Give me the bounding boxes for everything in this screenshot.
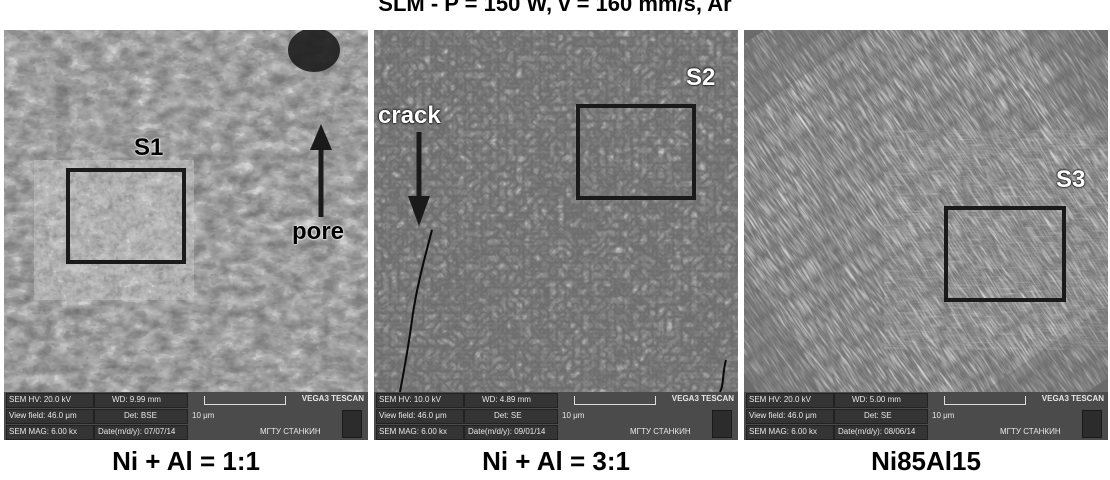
sem-databar-3: SEM HV: 20.0 kV WD: 5.00 mm VEGA3 TESCAN… (744, 392, 1108, 440)
brand-label: VEGA3 TESCAN (302, 394, 364, 403)
crack-label: crack (378, 102, 441, 130)
date-value: Date(m/d/y): 09/01/14 (468, 426, 545, 438)
scale-ruler (204, 396, 286, 405)
wd-value: WD: 5.00 mm (852, 394, 901, 406)
view-field-value: View field: 46.0 μm (749, 410, 817, 422)
date-value: Date(m/d/y): 08/06/14 (838, 426, 915, 438)
brand-label: VEGA3 TESCAN (672, 394, 734, 403)
lab-label: МГТУ СТАНКИН (630, 426, 691, 438)
figure-title: SLM - P = 150 W, v = 160 mm/s, Ar (0, 0, 1110, 21)
caption-panel-2: Ni + Al = 3:1 (374, 446, 738, 477)
region-box-s2 (576, 104, 696, 200)
hv-value: SEM HV: 10.0 kV (379, 394, 441, 406)
scale-ruler (944, 396, 1026, 405)
caption-panel-1: Ni + Al = 1:1 (4, 446, 368, 477)
detector-value: Det: SE (494, 410, 522, 422)
scale-value: 10 μm (932, 410, 954, 422)
region-box-s3 (944, 206, 1066, 302)
scale-value: 10 μm (562, 410, 584, 422)
region-label-s2: S2 (686, 64, 715, 92)
detector-value: Det: SE (864, 410, 892, 422)
view-field-value: View field: 46.0 μm (9, 410, 77, 422)
wd-value: WD: 9.99 mm (112, 394, 161, 406)
crack-arrow-icon (404, 130, 434, 230)
sem-panel-3: S3 SEM HV: 20.0 kV WD: 5.00 mm VEGA3 TES… (744, 30, 1108, 440)
caption-panel-3: Ni85Al15 (744, 446, 1108, 477)
sem-databar-2: SEM HV: 10.0 kV WD: 4.89 mm VEGA3 TESCAN… (374, 392, 738, 440)
sem-panel-2: S2 crack SEM HV: 10.0 kV WD: 4.89 mm VEG… (374, 30, 738, 440)
wd-value: WD: 4.89 mm (482, 394, 531, 406)
sem-databar-1: SEM HV: 20.0 kV WD: 9.99 mm VEGA3 TESCAN… (4, 392, 368, 440)
view-field-value: View field: 46.0 μm (379, 410, 447, 422)
pore-arrow-icon (306, 122, 336, 222)
magnification-value: SEM MAG: 6.00 kx (749, 426, 817, 438)
magnification-value: SEM MAG: 6.00 kx (9, 426, 77, 438)
logo-icon (1082, 410, 1102, 438)
pore-label: pore (292, 218, 344, 246)
sem-panel-1: S1 pore SEM HV: 20.0 kV WD: 9.99 mm VEGA… (4, 30, 368, 440)
scale-ruler (574, 396, 656, 405)
region-label-s1: S1 (134, 134, 163, 162)
logo-icon (342, 410, 362, 438)
scale-value: 10 μm (192, 410, 214, 422)
detector-value: Det: BSE (124, 410, 157, 422)
lab-label: МГТУ СТАНКИН (1000, 426, 1061, 438)
hv-value: SEM HV: 20.0 kV (749, 394, 811, 406)
magnification-value: SEM MAG: 6.00 kx (379, 426, 447, 438)
logo-icon (712, 410, 732, 438)
region-label-s3: S3 (1056, 166, 1085, 194)
region-box-s1 (66, 168, 186, 264)
lab-label: МГТУ СТАНКИН (260, 426, 321, 438)
hv-value: SEM HV: 20.0 kV (9, 394, 71, 406)
brand-label: VEGA3 TESCAN (1042, 394, 1104, 403)
date-value: Date(m/d/y): 07/07/14 (98, 426, 175, 438)
